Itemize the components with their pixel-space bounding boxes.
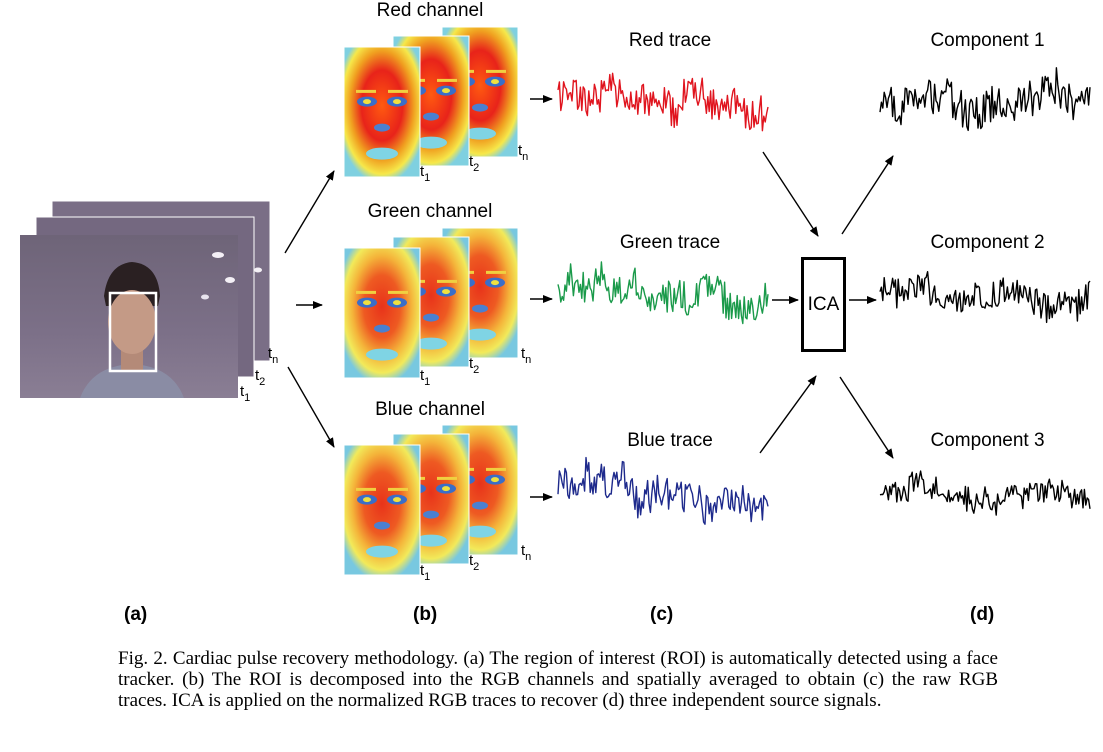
- panel-label-b: (b): [413, 604, 438, 625]
- arrow-ica-to-c3: [839, 376, 894, 459]
- component-1-title: Component 1: [930, 30, 1045, 51]
- blue-trace-title: Blue trace: [627, 430, 713, 451]
- red-channel-title: Red channel: [376, 0, 484, 21]
- ica-box: ICA: [801, 257, 846, 352]
- green-tn-label: tn: [521, 345, 532, 366]
- component-1-line: [879, 67, 1091, 132]
- blue-trace-line: [557, 456, 769, 525]
- video-tn-label: tn: [268, 345, 279, 366]
- blue-tn-label: tn: [521, 542, 532, 563]
- green-channel-title: Green channel: [367, 201, 493, 222]
- heatmap-frame: [343, 444, 421, 576]
- panel-label-d: (d): [970, 604, 995, 625]
- component-2-title: Component 2: [930, 232, 1045, 253]
- red-tn-label: tn: [518, 142, 529, 163]
- green-trace-line: [557, 261, 769, 325]
- arrow-to-red: [284, 170, 335, 254]
- red-trace-line: [557, 72, 769, 132]
- panel-label-a: (a): [124, 604, 148, 625]
- arrow-to-blue: [287, 366, 335, 448]
- shoulders: [80, 364, 184, 398]
- face: [108, 290, 156, 354]
- roi-box: [108, 291, 158, 373]
- component-3-line: [879, 470, 1091, 516]
- green-t2-label: t2: [469, 355, 480, 376]
- face-frame: [20, 235, 262, 398]
- video-t1-label: t1: [240, 383, 251, 404]
- red-trace-title: Red trace: [628, 30, 712, 51]
- blue-t2-label: t2: [469, 552, 480, 573]
- arrow-red-to-ica: [762, 151, 819, 237]
- green-t1-label: t1: [420, 367, 431, 388]
- video-t2-label: t2: [255, 367, 266, 388]
- figure-caption: Fig. 2. Cardiac pulse recovery methodolo…: [118, 648, 998, 711]
- red-channel-frames: [343, 26, 519, 178]
- red-t2-label: t2: [469, 153, 480, 174]
- heatmap-frame: [343, 46, 421, 178]
- heatmap-frame: [343, 247, 421, 379]
- arrows: [284, 95, 894, 501]
- blue-t1-label: t1: [420, 562, 431, 583]
- component-3-title: Component 3: [930, 430, 1045, 451]
- hair: [104, 262, 160, 306]
- arrow-blue-to-ica: [759, 375, 817, 454]
- green-channel-frames: [343, 227, 519, 379]
- ica-label: ICA: [807, 293, 840, 315]
- arrow-ica-to-c1: [841, 155, 894, 235]
- green-trace-title: Green trace: [619, 232, 721, 253]
- video-frames: [20, 200, 271, 398]
- blue-channel-frames: [343, 424, 519, 576]
- panel-label-c: (c): [650, 604, 674, 625]
- blue-channel-title: Blue channel: [375, 399, 485, 420]
- red-t1-label: t1: [420, 163, 431, 184]
- component-2-line: [879, 271, 1091, 324]
